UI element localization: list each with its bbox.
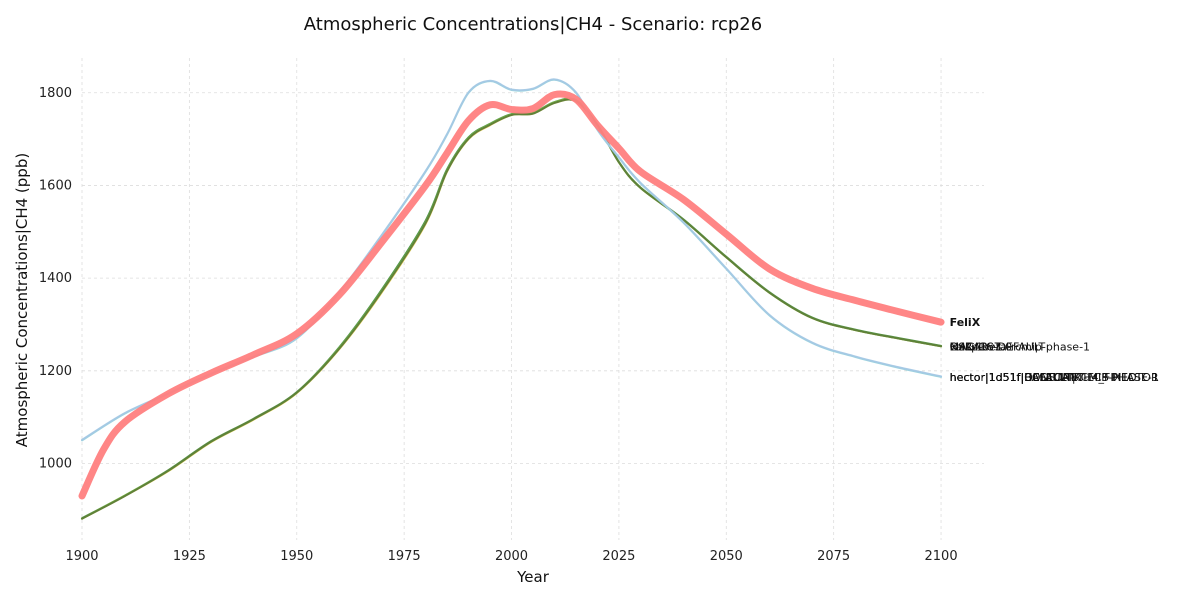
- y-tick-label: 1200: [39, 364, 72, 379]
- x-tick-label: 2000: [495, 549, 528, 564]
- series-end-label: MAGICC7: [950, 340, 1001, 353]
- x-tick-label: 1950: [280, 549, 313, 564]
- y-tick-label: 1000: [39, 457, 72, 472]
- x-tick-label: 2100: [925, 549, 958, 564]
- series-line-felix: [78, 90, 945, 500]
- axis-layer: 1900 1925 1950 1975 2000 2025 2050 2075 2100 1000…: [39, 86, 958, 564]
- series-end-label: hector|1d51f|HECTOR-RCMIP-PHASE-1: [950, 371, 1159, 384]
- x-tick-label: 2050: [710, 549, 743, 564]
- series-end-label: hector|1d51f|CONSTANT-ECS-HECTOR: [950, 371, 1159, 384]
- series-end-label: hector|1d51f|DEFAULT: [950, 371, 1073, 384]
- x-axis-label: Year: [516, 568, 550, 586]
- series-end-label: wasp-beta-rcmip-phase-1: [950, 340, 1090, 353]
- x-tick-label: 1900: [65, 549, 98, 564]
- x-tick-label: 1925: [173, 549, 206, 564]
- x-tick-label: 1975: [388, 549, 421, 564]
- series-layer: [78, 78, 945, 520]
- series-end-label: hector|1d51f|BASELINE: [950, 371, 1078, 384]
- x-tick-label: 2075: [817, 549, 850, 564]
- y-tick-label: 1800: [39, 86, 72, 101]
- y-tick-label: 1400: [39, 271, 72, 286]
- y-tick-label: 1600: [39, 178, 72, 193]
- x-tick-label: 2025: [602, 549, 635, 564]
- series-end-label: FeliX: [950, 316, 981, 329]
- series-line-hector-1d51f-default: [81, 78, 943, 442]
- chart-title: Atmospheric Concentrations|CH4 - Scenari…: [304, 14, 762, 35]
- grid-layer: [81, 58, 984, 540]
- y-axis-label: Atmospheric Concentrations|CH4 (ppb): [13, 153, 31, 447]
- series-end-label: hector|1d51f|DEFAULT|CH4_FIXED: [950, 371, 1137, 384]
- series-end-label: OSCARv3.0: [950, 340, 1013, 353]
- series-end-label: FaIR-1.6-DEFAULT: [950, 340, 1046, 353]
- series-line-hector-1d51f-default-ch4-fixed: [81, 78, 943, 441]
- end-label-layer: FeliX OSCARv3.0MAGICC7FaIR-1.6-DEFAULTwas…: [950, 316, 1159, 384]
- series-line-wasp-beta-rcmip-phase-1: [81, 98, 943, 520]
